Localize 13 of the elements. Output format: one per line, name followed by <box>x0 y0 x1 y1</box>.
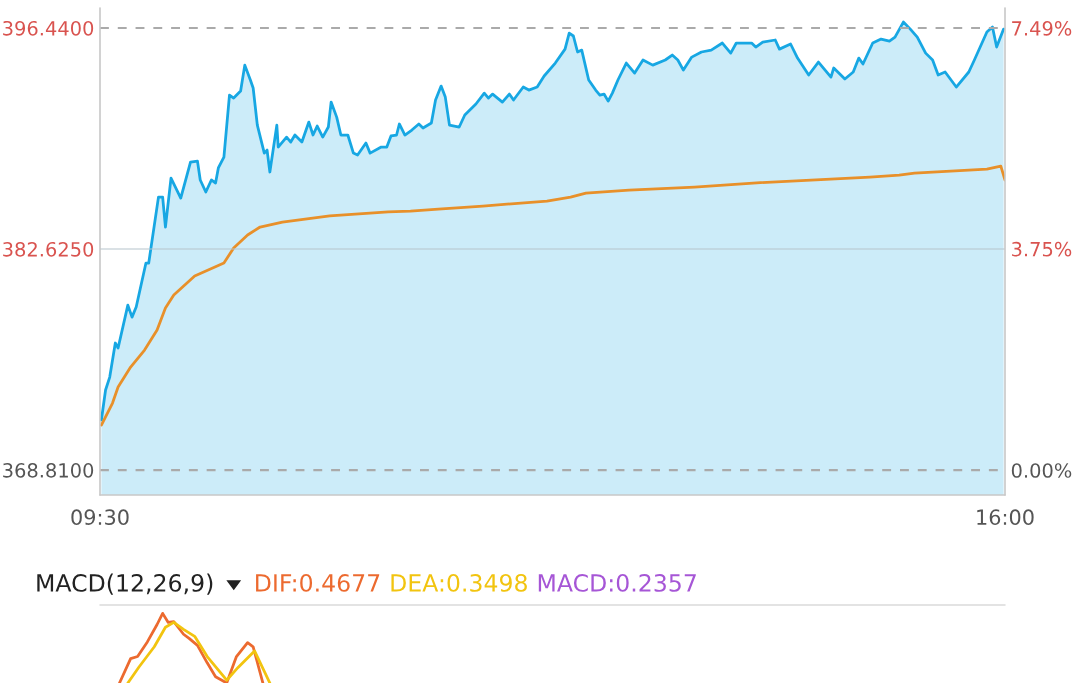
x-tick-label: 16:00 <box>977 509 1034 526</box>
y-tick-label: 382.6250 <box>3 241 94 257</box>
legend-label: MACD:0.2357 <box>538 573 696 592</box>
line-series <box>100 164 1005 427</box>
y-tick-label: 396.4400 <box>3 20 94 36</box>
y2-tick-label: 3.75% <box>1012 241 1072 257</box>
chart-title: MACD(12,26,9) <box>37 573 213 595</box>
y2-tick-label: 7.49% <box>1012 21 1072 36</box>
text: DIF:0.4677 <box>256 573 380 592</box>
x-tick-label: 09:30 <box>71 509 129 526</box>
y2-tick-label: 0.00% <box>1011 463 1072 478</box>
text: DEA:0.3498 <box>391 573 527 592</box>
y-tick-label: 368.8100 <box>3 463 94 478</box>
